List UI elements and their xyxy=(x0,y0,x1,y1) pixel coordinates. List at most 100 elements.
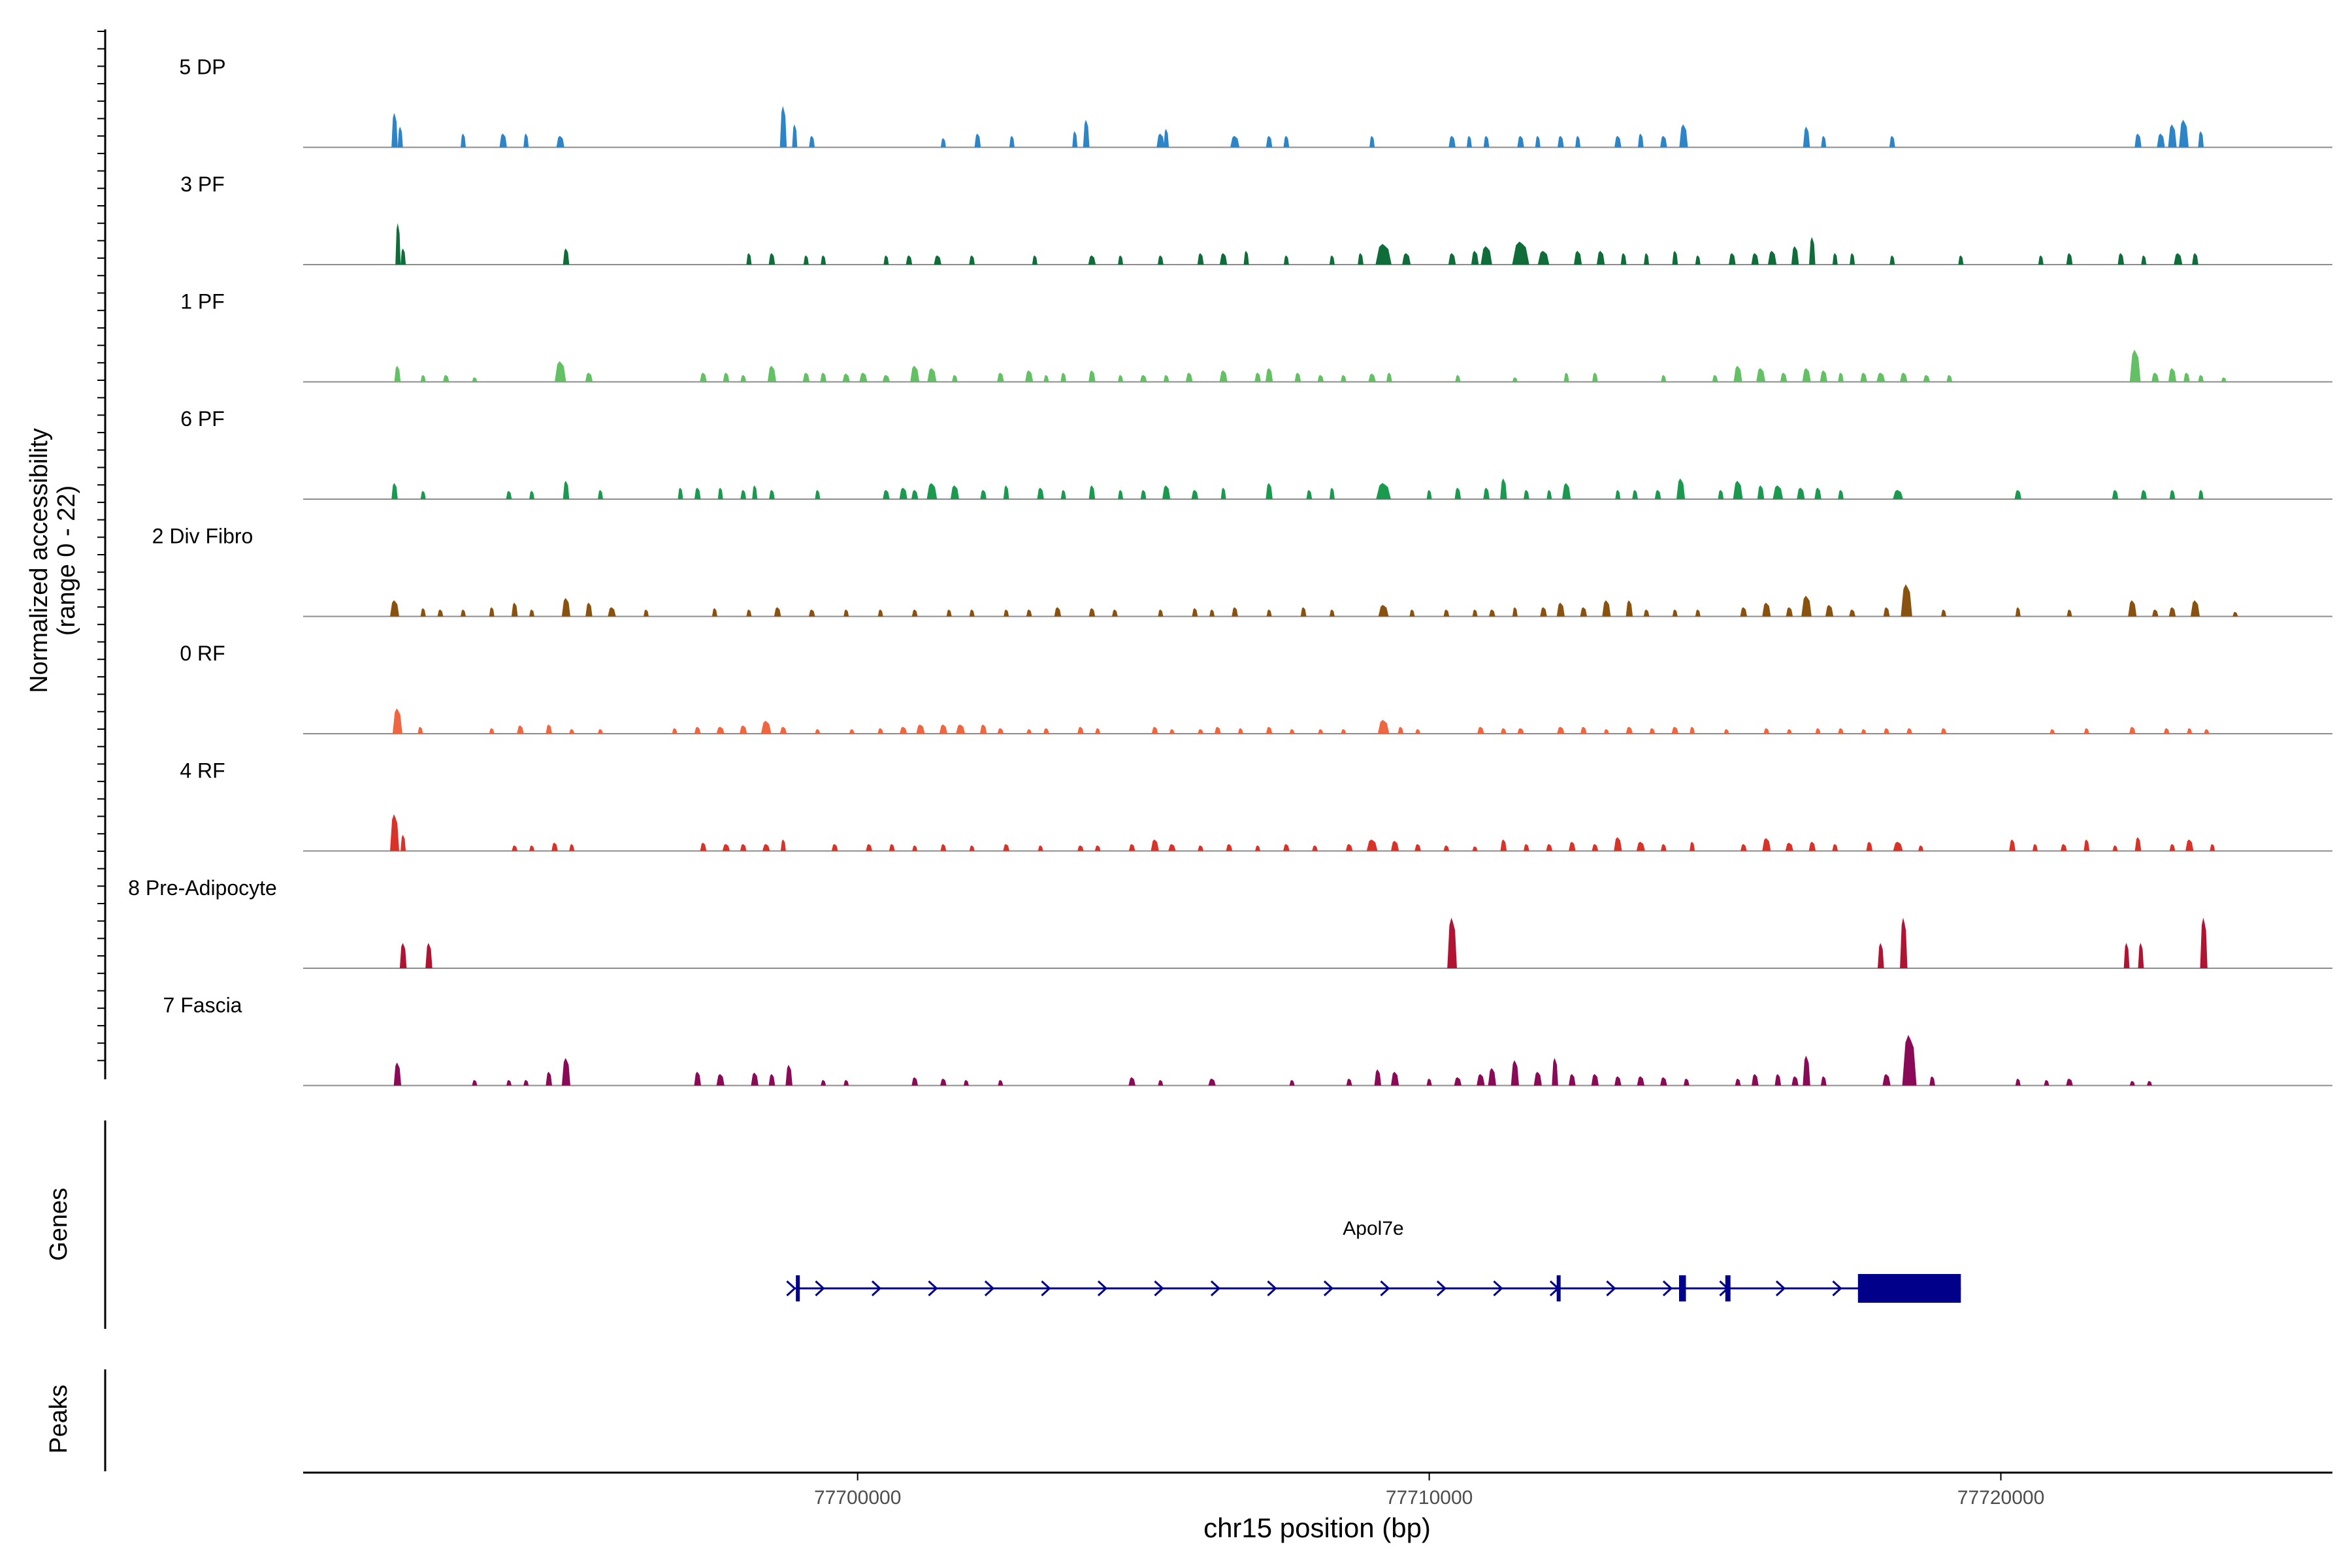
coverage-peak xyxy=(2015,1078,2021,1086)
coverage-peak xyxy=(1294,372,1301,382)
coverage-peak xyxy=(1876,372,1886,382)
coverage-peak xyxy=(1797,487,1805,499)
coverage-peak xyxy=(1723,729,1729,734)
coverage-peak xyxy=(1300,607,1307,617)
coverage-peak xyxy=(1832,253,1838,265)
x-tick-label: 77710000 xyxy=(1386,1487,1473,1509)
coverage-peak xyxy=(882,374,890,382)
coverage-peak xyxy=(717,487,723,499)
coverage-peak xyxy=(1341,729,1347,734)
coverage-peak xyxy=(1821,135,1827,148)
coverage-peak xyxy=(1820,1076,1827,1086)
coverage-peak xyxy=(760,721,772,734)
track-label: 6 PF xyxy=(180,407,225,431)
coverage-peak xyxy=(1415,729,1421,734)
coverage-peak xyxy=(1941,609,1946,617)
coverage-peak xyxy=(1643,609,1650,617)
coverage-peak xyxy=(769,489,775,499)
coverage-peak xyxy=(899,487,907,499)
coverage-peak xyxy=(2129,350,2141,382)
coverage-peak xyxy=(926,483,938,499)
coverage-peak xyxy=(1220,487,1226,499)
coverage-peak xyxy=(969,845,975,851)
coverage-peak xyxy=(779,106,787,148)
coverage-peak xyxy=(2140,489,2148,499)
coverage-peak xyxy=(556,135,564,148)
coverage-peak xyxy=(529,491,534,499)
coverage-peak xyxy=(1501,728,1507,734)
coverage-peak xyxy=(1158,1080,1164,1086)
coverage-peak xyxy=(1118,255,1124,265)
coverage-peak xyxy=(1483,135,1490,148)
coverage-peak xyxy=(563,248,570,265)
coverage-peak xyxy=(1226,843,1233,851)
coverage-peak xyxy=(1191,489,1199,499)
coverage-peak xyxy=(1391,1071,1399,1086)
coverage-peak xyxy=(1946,374,1953,382)
coverage-peak xyxy=(1026,729,1032,734)
gene-exon xyxy=(796,1275,800,1301)
coverage-peak xyxy=(1524,489,1529,499)
coverage-peak xyxy=(1032,255,1037,265)
coverage-peak xyxy=(2221,377,2227,382)
coverage-peak xyxy=(585,372,593,382)
strand-arrow xyxy=(1436,1280,1447,1297)
coverage-peak xyxy=(598,489,603,499)
coverage-peak xyxy=(889,843,895,851)
coverage-peak xyxy=(1801,595,1812,617)
coverage-peak xyxy=(1254,372,1261,382)
coverage-peak xyxy=(1346,1078,1352,1086)
coverage-peak xyxy=(585,602,593,617)
coverage-peak xyxy=(2044,1080,2050,1086)
x-tick-label: 77720000 xyxy=(1957,1487,2044,1509)
coverage-peak xyxy=(1409,609,1415,617)
coverage-peak xyxy=(517,725,524,734)
coverage-peak xyxy=(952,374,958,382)
coverage-peak xyxy=(1735,1078,1741,1086)
coverage-peak xyxy=(1009,135,1015,148)
coverage-peak xyxy=(1386,372,1392,382)
coverage-peak xyxy=(400,834,406,851)
coverage-peak xyxy=(997,728,1004,734)
coverage-peak xyxy=(2200,917,2208,968)
coverage-peak xyxy=(2198,489,2204,499)
coverage-peak xyxy=(1026,609,1032,617)
coverage-peak xyxy=(2151,372,2159,382)
coverage-peak xyxy=(694,1071,701,1086)
track-0-rf: 0 RF xyxy=(180,642,2332,734)
coverage-peak xyxy=(2147,1081,2152,1086)
strand-arrow xyxy=(1380,1280,1390,1297)
coverage-peak xyxy=(1374,1069,1382,1086)
coverage-peak xyxy=(1625,600,1633,617)
coverage-peak xyxy=(1088,608,1096,617)
coverage-peak xyxy=(1602,600,1611,617)
coverage-peak xyxy=(809,135,815,148)
coverage-peak xyxy=(1454,1077,1462,1086)
coverage-peak xyxy=(1003,485,1009,499)
coverage-peak xyxy=(1661,374,1667,382)
coverage-peak xyxy=(746,253,752,265)
coverage-peak xyxy=(1772,485,1784,499)
strand-arrow xyxy=(1775,1280,1786,1297)
coverage-peak xyxy=(1557,727,1565,734)
coverage-peak xyxy=(1861,729,1867,734)
coverage-peak xyxy=(523,133,529,148)
coverage-peak xyxy=(561,1058,570,1086)
coverage-peak xyxy=(1265,368,1273,382)
coverage-peak xyxy=(1712,374,1718,382)
coverage-peak xyxy=(546,724,552,734)
coverage-peak xyxy=(1625,727,1633,734)
strand-arrow xyxy=(815,1280,825,1297)
coverage-peak xyxy=(1535,135,1541,148)
coverage-peak xyxy=(815,489,821,499)
coverage-peak xyxy=(1512,607,1518,617)
coverage-peak xyxy=(1563,372,1569,382)
strand-arrow xyxy=(1267,1280,1277,1297)
y-axis-range: (range 0 - 22) xyxy=(53,485,80,636)
coverage-peak xyxy=(849,729,855,734)
coverage-peak xyxy=(1889,135,1895,148)
coverage-peak xyxy=(1546,843,1553,851)
coverage-peak xyxy=(1215,727,1221,734)
track-7-fascia: 7 Fascia xyxy=(163,994,2332,1086)
coverage-peak xyxy=(1740,607,1748,617)
